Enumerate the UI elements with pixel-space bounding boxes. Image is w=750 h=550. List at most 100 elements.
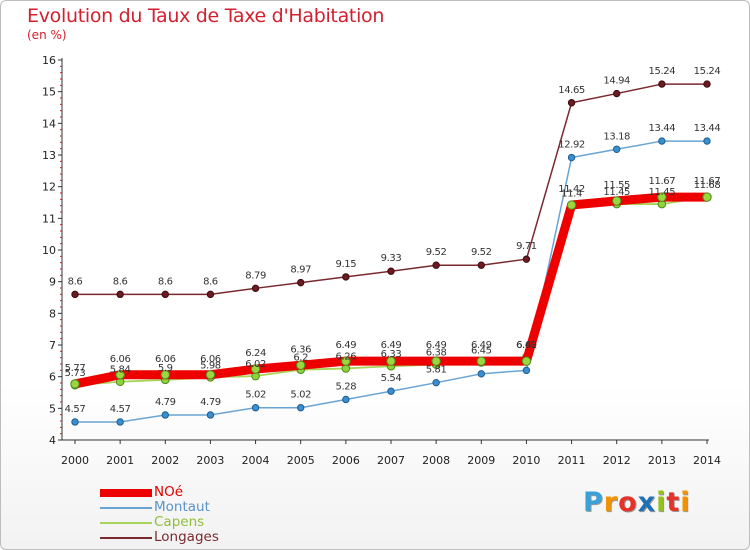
legend-swatch — [100, 489, 152, 497]
y-tick-label: 10 — [42, 244, 56, 257]
data-label-no-: 6.24 — [245, 348, 266, 359]
legend-label: Montaut — [154, 499, 210, 515]
x-tick-label: 2013 — [648, 454, 676, 467]
data-label-longages: 15.24 — [649, 66, 676, 77]
data-point-longages — [342, 273, 350, 281]
legend: NOé Montaut Capens Longages — [100, 484, 320, 545]
legend-item: Capens — [100, 514, 320, 530]
data-point-longages — [206, 290, 215, 299]
data-label-capens: 11.68 — [694, 180, 721, 191]
data-point-no- — [386, 356, 396, 366]
proxiti-logo: Proxiti — [583, 487, 691, 518]
data-labels: 8.6 8.6 8.6 8.6 8.79 8.97 9.15 9.33 9.52 9.52 9.71… — [65, 66, 721, 415]
data-point-montaut — [432, 378, 440, 387]
data-label-capens: 6.2 — [293, 353, 308, 364]
data-label-no-: 6.36 — [290, 344, 311, 355]
data-point-no- — [205, 370, 216, 380]
data-label-longages: 9.33 — [381, 253, 402, 264]
data-label-capens: 5.9 — [158, 363, 173, 374]
data-label-capens: 5.73 — [65, 368, 86, 379]
data-label-no-: 6.49 — [381, 340, 402, 351]
data-label-longages: 8.79 — [245, 270, 266, 281]
data-point-montaut — [387, 387, 395, 395]
y-tick-label: 8 — [49, 307, 56, 320]
data-point-montaut — [297, 404, 305, 412]
data-label-no-: 6.06 — [110, 354, 131, 365]
axes: 4 5 6 7 8 9 10 11 12 13 14 15 16 2000 2001 2002 2003 2004… — [42, 54, 721, 467]
data-point-longages — [703, 80, 711, 88]
legend-item: NOé — [100, 484, 320, 500]
data-label-no-: 11.67 — [694, 176, 721, 187]
data-point-montaut — [613, 145, 621, 154]
x-tick-label: 2010 — [512, 454, 540, 467]
data-point-no- — [296, 360, 306, 370]
legend-swatch — [100, 522, 152, 524]
data-point-longages — [567, 99, 576, 107]
data-label-capens: 5.98 — [200, 360, 221, 371]
y-tick-label: 4 — [49, 434, 56, 447]
data-label-longages: 15.24 — [694, 66, 721, 77]
data-label-montaut: 4.79 — [200, 397, 221, 408]
data-point-montaut — [251, 404, 260, 412]
logo-letter: r — [603, 487, 619, 518]
data-label-montaut: 5.02 — [245, 390, 266, 401]
y-tick-label: 16 — [42, 54, 56, 67]
y-tick-label: 9 — [49, 276, 56, 289]
data-point-montaut — [522, 366, 531, 375]
data-point-longages — [251, 284, 260, 293]
data-point-no- — [521, 356, 532, 366]
data-point-montaut — [658, 137, 666, 145]
data-point-longages — [71, 290, 79, 299]
data-label-longages: 9.71 — [516, 241, 537, 252]
data-point-no- — [431, 356, 441, 366]
data-label-capens: 6.62 — [516, 340, 537, 351]
data-label-no-: 11.67 — [649, 176, 676, 187]
data-point-no- — [566, 200, 577, 210]
data-label-capens: 6.02 — [245, 359, 266, 370]
data-label-longages: 9.15 — [336, 259, 357, 270]
data-point-no- — [250, 364, 261, 374]
data-point-montaut — [206, 411, 215, 419]
legend-label: Capens — [154, 514, 205, 530]
legend-item: Longages — [100, 529, 320, 545]
data-label-no-: 11.55 — [603, 180, 630, 191]
data-label-longages: 8.6 — [158, 276, 173, 287]
logo-letter: x — [637, 487, 657, 518]
data-label-montaut: 12.92 — [558, 140, 585, 151]
data-point-montaut — [703, 137, 711, 145]
series-lines — [70, 80, 712, 426]
data-label-longages: 14.65 — [558, 85, 585, 96]
x-tick-label: 2007 — [377, 454, 405, 467]
x-tick-label: 2006 — [332, 454, 360, 467]
data-label-longages: 8.97 — [290, 265, 311, 276]
y-tick-label: 7 — [49, 339, 56, 352]
data-label-no-: 6.06 — [200, 354, 221, 365]
data-label-longages: 8.6 — [68, 276, 83, 287]
data-label-montaut: 4.57 — [110, 404, 131, 415]
data-point-no- — [70, 379, 80, 389]
data-label-no-: 5.77 — [65, 363, 86, 374]
data-point-longages — [522, 255, 531, 263]
legend-label: Longages — [154, 529, 219, 545]
data-point-longages — [116, 290, 124, 299]
data-point-longages — [432, 261, 440, 269]
data-label-no-: 11.42 — [558, 184, 585, 195]
data-point-longages — [477, 261, 485, 269]
x-tick-label: 2011 — [558, 454, 586, 467]
data-point-longages — [658, 80, 666, 88]
data-point-no- — [341, 356, 351, 366]
data-label-capens: 6.38 — [426, 348, 447, 359]
logo-letter: o — [618, 487, 638, 518]
y-tick-label: 14 — [42, 117, 56, 130]
x-tick-label: 2008 — [422, 454, 450, 467]
data-label-capens: 11.45 — [649, 187, 676, 198]
data-label-montaut: 5.28 — [336, 381, 357, 392]
data-label-no-: 6.49 — [336, 340, 357, 351]
logo-letter: i — [656, 487, 667, 518]
y-tick-label: 13 — [42, 149, 56, 162]
data-label-no-: 6.49 — [516, 340, 537, 351]
unit-label: (en %) — [27, 28, 67, 42]
y-tick-label: 6 — [49, 371, 56, 384]
legend-item: Montaut — [100, 499, 320, 515]
data-label-no-: 6.06 — [155, 354, 176, 365]
